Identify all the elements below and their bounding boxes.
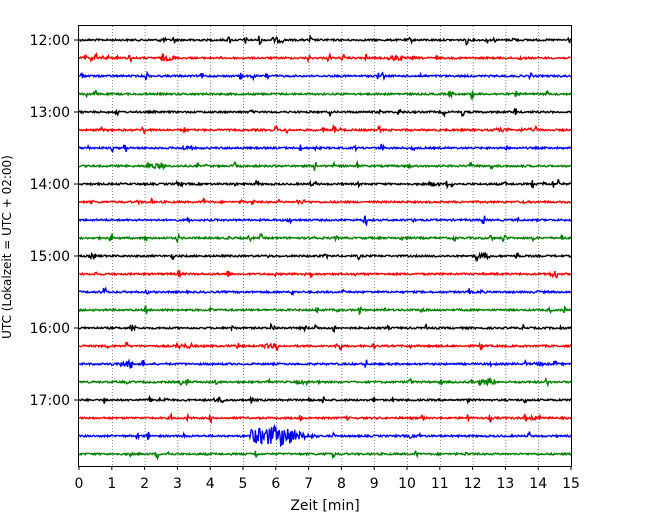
x-tick-label: 14: [529, 476, 547, 492]
trace-1545: [78, 304, 572, 316]
y-tick-label: 12:00: [30, 33, 70, 49]
x-tick-label: 3: [173, 476, 182, 492]
y-axis: 12:00 13:00 14:00 15:00 16:00 17:00: [30, 33, 78, 409]
trace-1300: [78, 108, 572, 119]
x-tick-label: 13: [496, 476, 514, 492]
x-tick-label: 6: [271, 476, 280, 492]
x-tick-label: 8: [337, 476, 346, 492]
y-tick-label: 17:00: [30, 393, 70, 409]
trace-1700: [78, 394, 571, 405]
x-tick-label: 10: [398, 476, 416, 492]
trace-1330: [78, 143, 572, 153]
trace-group: [78, 33, 572, 461]
trace-1530: [78, 286, 572, 296]
x-tick-label: 5: [239, 476, 248, 492]
trace-1515: [79, 270, 571, 279]
trace-1500: [78, 251, 572, 263]
y-tick-label: 15:00: [30, 249, 70, 265]
x-tick-label: 0: [75, 476, 84, 492]
x-tick-label: 4: [206, 476, 215, 492]
trace-1230: [78, 70, 572, 82]
trace-1315: [78, 123, 572, 135]
x-axis: 0 1 2 3 4 5 6 7 8 9 10 11 12 13 14 15: [75, 466, 580, 492]
x-tick-label: 7: [304, 476, 313, 492]
trace-1645: [78, 376, 572, 388]
trace-1245: [78, 89, 572, 102]
x-tick-label: 11: [431, 476, 449, 492]
x-tick-label: 2: [140, 476, 149, 492]
trace-1730: [78, 423, 572, 448]
x-tick-label: 12: [464, 476, 482, 492]
trace-1215: [78, 51, 572, 64]
trace-1430: [78, 215, 572, 227]
plot-frame: [78, 25, 572, 467]
grid-lines: [111, 26, 540, 466]
trace-1415: [78, 196, 572, 206]
trace-1400: [78, 178, 572, 190]
x-axis-label: Zeit [min]: [290, 498, 359, 514]
y-tick-label: 16:00: [30, 321, 70, 337]
x-tick-label: 15: [562, 476, 580, 492]
trace-1345: [78, 160, 572, 171]
trace-1445: [78, 232, 572, 244]
trace-1630: [78, 358, 572, 369]
y-tick-label: 14:00: [30, 177, 70, 193]
y-axis-label: UTC (Lokalzeit = UTC + 02:00): [0, 155, 14, 339]
trace-1715: [78, 411, 572, 425]
trace-1615: [78, 341, 572, 351]
x-tick-label: 1: [107, 476, 116, 492]
y-tick-label: 13:00: [30, 105, 70, 121]
x-tick-label: 9: [370, 476, 379, 492]
trace-1200: [78, 33, 572, 47]
trace-1600: [79, 322, 572, 333]
trace-1745: [79, 449, 572, 461]
